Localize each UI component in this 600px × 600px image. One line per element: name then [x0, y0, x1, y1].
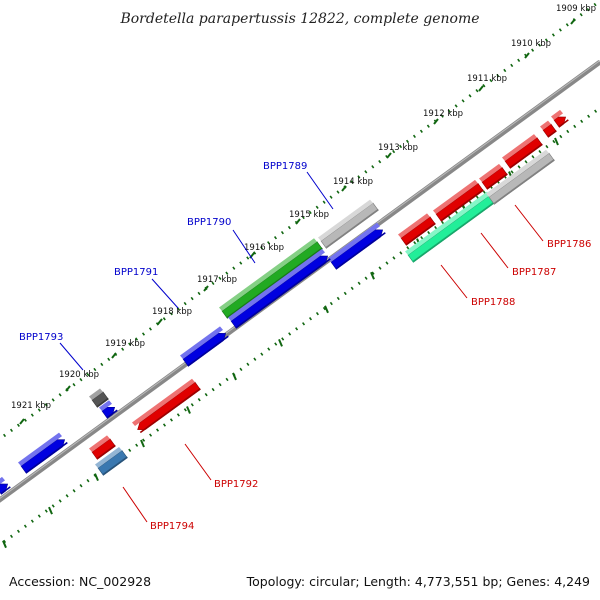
accession-text: Accession: NC_002928	[9, 574, 151, 589]
leader-line-bpp1794	[123, 487, 147, 522]
outer-major-tick	[479, 86, 483, 91]
genome-backbone	[0, 62, 600, 507]
inner-major-tick	[187, 406, 190, 413]
outer-major-tick	[571, 19, 575, 24]
gene-red-e	[540, 121, 556, 138]
scale-label-1909-kbp: 1909 kbp	[556, 4, 596, 14]
scale-labels: 1909 kbp 1910 kbp 1911 kbp 1912 kbp 1913 kbp…	[11, 4, 596, 411]
inner-major-tick	[49, 507, 52, 514]
scale-label-1920-kbp: 1920 kbp	[59, 370, 99, 380]
scale-label-1917-kbp: 1917 kbp	[197, 275, 237, 285]
leader-line-bpp1793	[60, 343, 83, 370]
outer-major-tick	[204, 286, 208, 291]
gene-blue-inner-2	[228, 249, 330, 328]
gene-label-bpp1791[interactable]: BPP1791	[114, 267, 158, 278]
scale-label-1913-kbp: 1913 kbp	[378, 143, 418, 153]
leader-line-bpp1787	[481, 233, 508, 268]
scale-label-1912-kbp: 1912 kbp	[423, 109, 463, 119]
outer-major-tick	[387, 153, 391, 158]
outer-major-tick	[20, 419, 24, 424]
outer-major-tick	[112, 353, 116, 358]
leader-line-bpp1792	[185, 444, 211, 480]
leader-line-bpp1788	[441, 265, 467, 298]
scale-label-1910-kbp: 1910 kbp	[511, 39, 551, 49]
inner-major-tick	[325, 306, 328, 313]
scale-label-1921-kbp: 1921 kbp	[11, 401, 51, 411]
leader-line-bpp1791	[152, 279, 178, 308]
scale-label-1911-kbp: 1911 kbp	[467, 74, 507, 84]
scale-label-1915-kbp: 1915 kbp	[289, 210, 329, 220]
scale-label-1919-kbp: 1919 kbp	[105, 339, 145, 349]
inner-major-tick	[555, 138, 558, 145]
gene-label-bpp1789[interactable]: BPP1789	[263, 161, 307, 172]
gene-bpp1792-red	[132, 379, 200, 433]
gene-label-bpp1794[interactable]: BPP1794	[150, 521, 194, 532]
genome-map: Bordetella parapertussis 12822, complete…	[0, 0, 600, 600]
outer-major-tick	[158, 319, 162, 324]
scale-label-1916-kbp: 1916 kbp	[244, 243, 284, 253]
inner-major-tick	[95, 474, 98, 481]
scale-label-1918-kbp: 1918 kbp	[152, 307, 192, 317]
gene-label-bpp1792[interactable]: BPP1792	[214, 479, 258, 490]
gene-label-bpp1786[interactable]: BPP1786	[547, 239, 591, 250]
gene-label-bpp1788[interactable]: BPP1788	[471, 297, 515, 308]
genome-map-canvas: Bordetella parapertussis 12822, complete…	[0, 0, 600, 600]
gene-bpp1791-blue	[180, 326, 228, 366]
gene-red-f	[551, 110, 568, 127]
gene-label-bpp1793[interactable]: BPP1793	[19, 332, 63, 343]
gene-label-bpp1787[interactable]: BPP1787	[512, 267, 556, 278]
scale-label-1914-kbp: 1914 kbp	[333, 177, 373, 187]
map-title: Bordetella parapertussis 12822, complete…	[119, 11, 479, 27]
topology-text: Topology: circular; Length: 4,773,551 bp…	[246, 574, 590, 589]
inner-major-tick	[233, 373, 236, 380]
leader-line-bpp1786	[515, 205, 543, 241]
leader-line-bpp1789	[307, 172, 333, 209]
gene-label-bpp1790[interactable]: BPP1790	[187, 217, 231, 228]
inner-major-tick	[279, 339, 282, 346]
